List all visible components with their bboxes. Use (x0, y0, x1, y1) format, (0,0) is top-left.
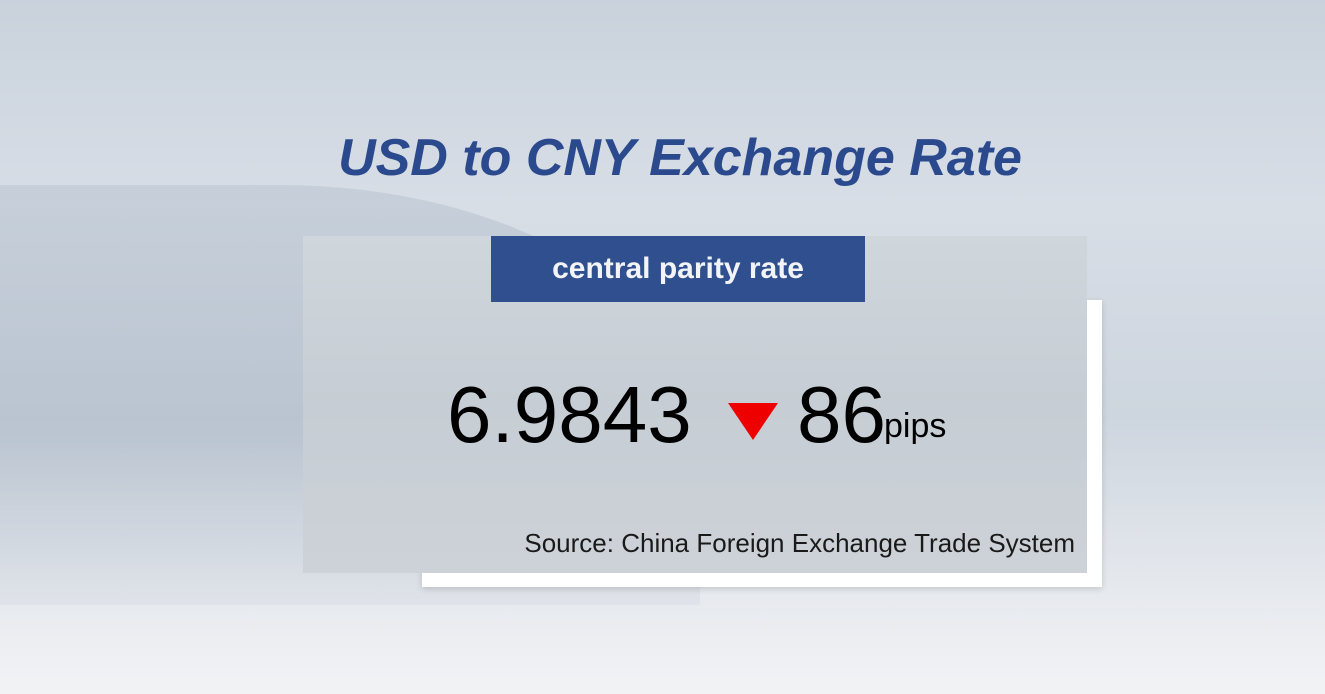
down-triangle-icon (728, 403, 778, 440)
change-value: 86 (797, 370, 886, 459)
source-note: Source: China Foreign Exchange Trade Sys… (524, 528, 1075, 558)
rate-type-badge: central parity rate (491, 236, 865, 302)
rate-value: 6.9843 (447, 370, 692, 459)
graphic-title: USD to CNY Exchange Rate (338, 129, 1022, 187)
change-unit: pips (884, 407, 947, 445)
